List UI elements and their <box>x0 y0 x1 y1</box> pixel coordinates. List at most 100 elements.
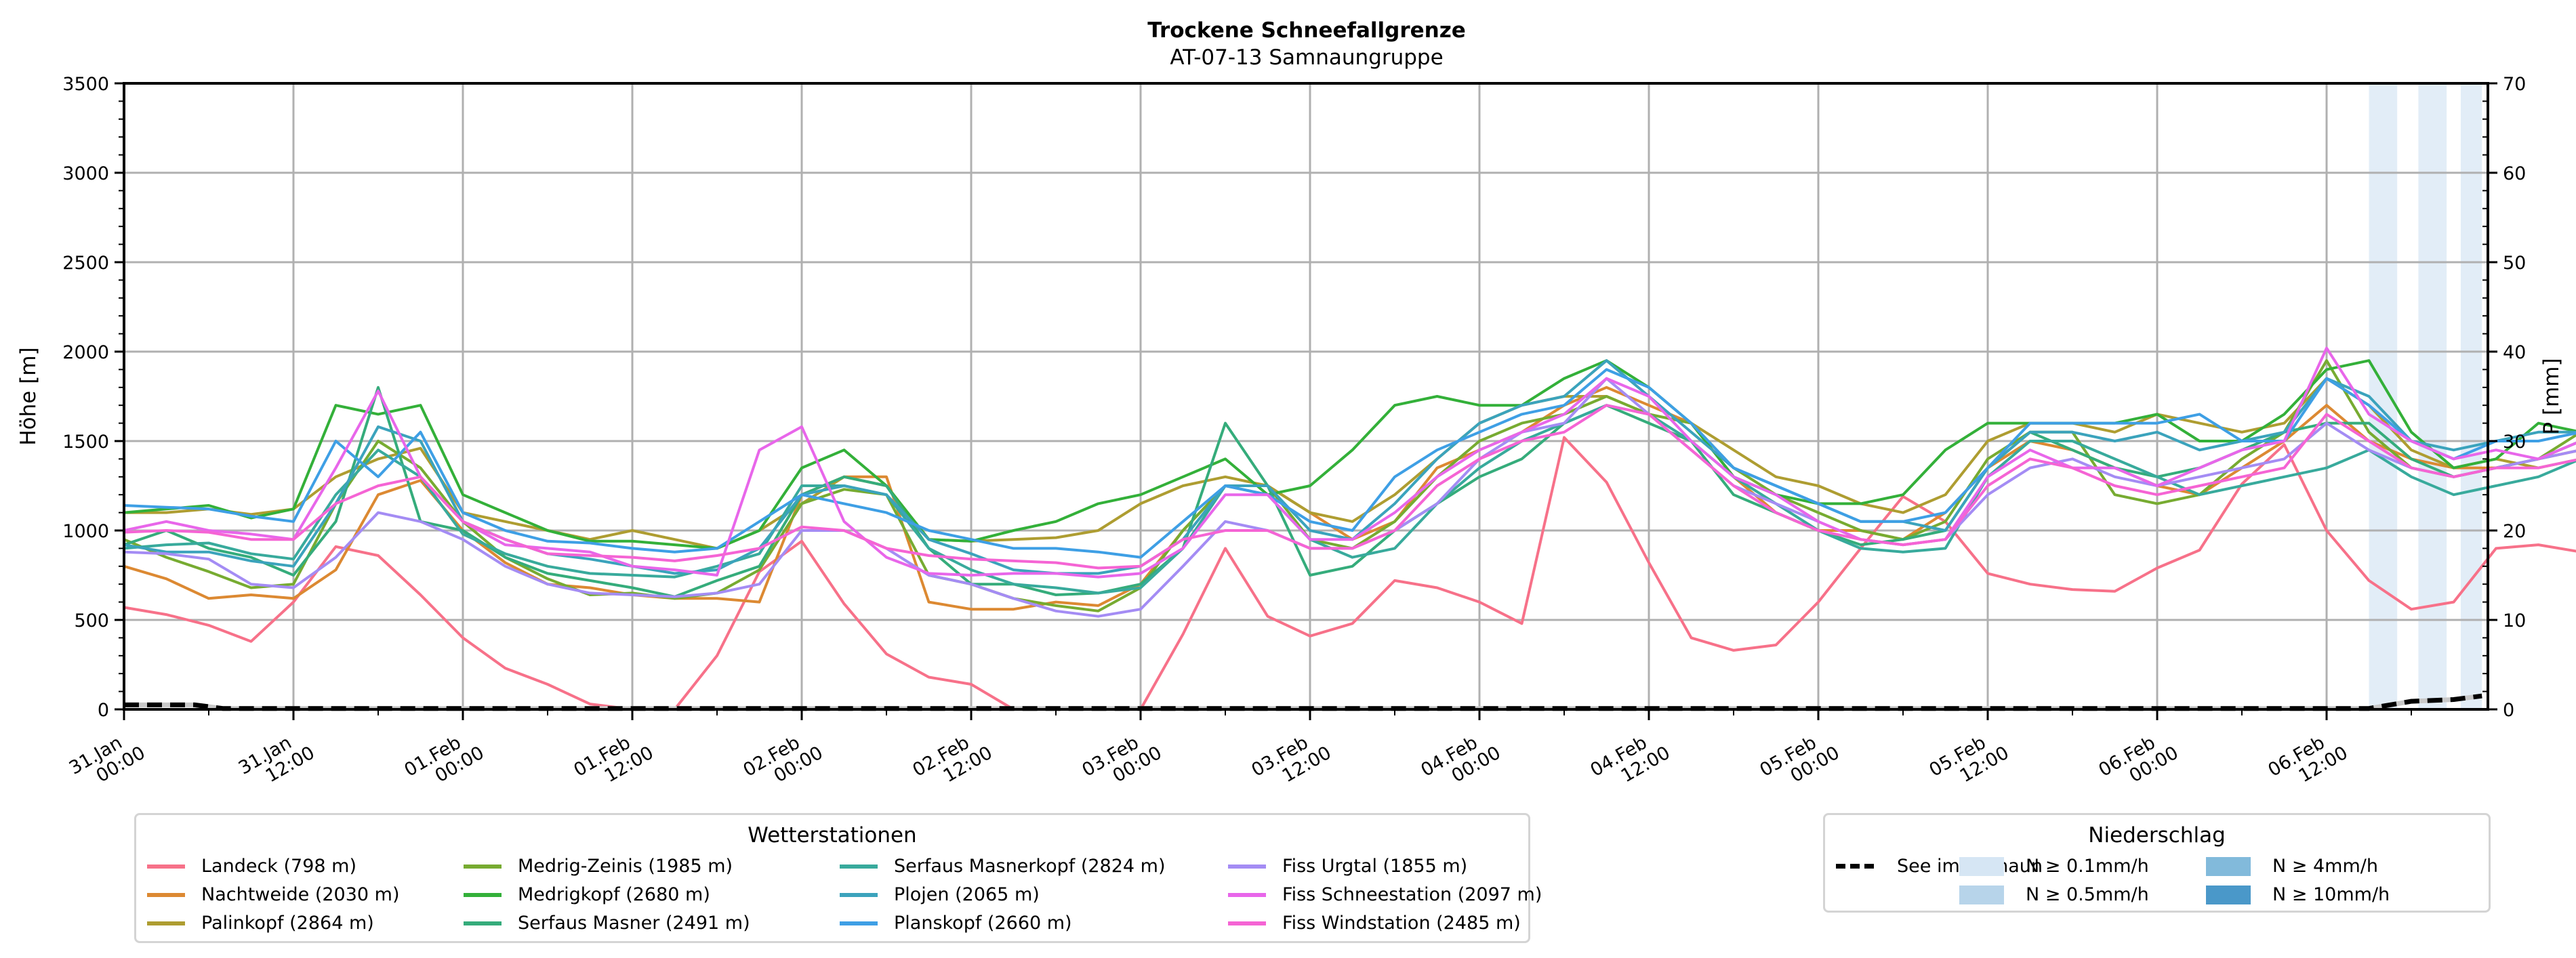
series-line <box>123 359 2576 612</box>
level-swatch <box>1959 856 2004 876</box>
legend-item-station: Fiss Windstation (2485 m) <box>1228 913 1521 934</box>
line-swatch <box>1228 892 1266 897</box>
y-right-tick-label: 60 <box>2503 163 2526 184</box>
legend-label: Serfaus Masnerkopf (2824 m) <box>894 856 1166 877</box>
line-swatch <box>147 921 185 925</box>
line-swatch <box>1228 864 1266 869</box>
level-swatch <box>2206 885 2251 904</box>
dashed-line-swatch <box>1836 864 1874 869</box>
legend-label: Plojen (2065 m) <box>894 884 1040 905</box>
y-axis-left: 0 500 1000 1500 2000 2500 3000 3500 <box>62 74 124 721</box>
legend-label: Medrigkopf (2680 m) <box>518 884 710 905</box>
legend-label: Medrig-Zeinis (1985 m) <box>518 856 733 877</box>
y-tick-label: 3000 <box>62 163 109 184</box>
y-right-tick-label: 10 <box>2503 610 2526 631</box>
legend-item-station: Landeck (798 m) <box>147 856 356 877</box>
legend-label: Planskopf (2660 m) <box>894 913 1072 934</box>
line-swatch <box>464 921 502 925</box>
series-line <box>123 404 2576 595</box>
y-tick-label: 500 <box>74 610 109 631</box>
y-tick-label: 3500 <box>62 74 109 95</box>
legend-precip-title: Niederschlag <box>2088 823 2226 848</box>
legend-stations-title: Wetterstationen <box>748 823 917 848</box>
y-right-tick-label: 70 <box>2503 74 2526 95</box>
series-line <box>123 386 2576 598</box>
gridlines <box>123 82 2488 711</box>
legend-precip: Niederschlag See im Paznaun N ≥ 0.1mm/h … <box>1823 813 2491 913</box>
precip-band <box>2369 83 2398 709</box>
y-right-tick-label: 20 <box>2503 521 2526 542</box>
y-tick-label: 0 <box>98 700 109 721</box>
legend-label: Serfaus Masner (2491 m) <box>518 913 750 934</box>
y-right-tick-label: 50 <box>2503 253 2526 274</box>
plot-frame <box>123 82 2489 711</box>
series-line <box>123 359 2576 550</box>
y-tick-label: 1500 <box>62 432 109 453</box>
legend-label: Fiss Urgtal (1855 m) <box>1282 856 1468 877</box>
precip-band <box>2460 83 2482 709</box>
legend-item-station: Medrig-Zeinis (1985 m) <box>464 856 733 877</box>
legend-item-level-3: N ≥ 10mm/h <box>2206 884 2390 905</box>
line-swatch <box>464 892 502 897</box>
series-line <box>123 404 2576 570</box>
y-right-tick-label: 0 <box>2503 700 2514 721</box>
legend-item-station: Medrigkopf (2680 m) <box>464 884 710 905</box>
line-swatch <box>840 892 878 897</box>
station-series <box>123 346 2576 711</box>
line-swatch <box>1228 921 1266 925</box>
legend-label: N ≥ 4mm/h <box>2272 856 2378 877</box>
legend-item-station: Palinkopf (2864 m) <box>147 913 374 934</box>
legend-label: N ≥ 0.5mm/h <box>2026 884 2149 905</box>
legend-label: Fiss Schneestation (2097 m) <box>1282 884 1542 905</box>
legend-label: Nachtweide (2030 m) <box>201 884 400 905</box>
y-tick-label: 2500 <box>62 253 109 274</box>
axes <box>123 82 2489 711</box>
y-tick-label: 1000 <box>62 521 109 542</box>
legend-item-level-1: N ≥ 0.5mm/h <box>1959 884 2149 905</box>
legend-label: Landeck (798 m) <box>201 856 356 877</box>
level-swatch <box>2206 856 2251 876</box>
level-swatch <box>1959 885 2004 904</box>
y-right-tick-label: 30 <box>2503 432 2526 453</box>
legend-item-station: Fiss Urgtal (1855 m) <box>1228 856 1467 877</box>
line-swatch <box>840 921 878 925</box>
series-line <box>123 359 2576 575</box>
precip-bands <box>2369 83 2482 709</box>
legend-item-level-2: N ≥ 4mm/h <box>2206 856 2378 877</box>
y-right-tick-label: 40 <box>2503 342 2526 363</box>
y-tick-label: 2000 <box>62 342 109 363</box>
series-line <box>123 436 2576 711</box>
legend-item-station: Serfaus Masner (2491 m) <box>464 913 750 934</box>
legend-label: Fiss Windstation (2485 m) <box>1282 913 1521 934</box>
y-axis-right-label: P [mm] <box>2539 358 2564 434</box>
legend-label: N ≥ 0.1mm/h <box>2026 856 2149 877</box>
precip-band <box>2418 83 2447 709</box>
legend-item-station: Planskopf (2660 m) <box>840 913 1072 934</box>
line-swatch <box>840 864 878 869</box>
legend-item-station: Nachtweide (2030 m) <box>147 884 399 905</box>
line-swatch <box>464 864 502 869</box>
y-axis-label: Höhe [m] <box>16 347 41 445</box>
legend-stations: Wetterstationen Landeck (798 m) Nachtweid… <box>134 813 1542 943</box>
legend-item-station: Plojen (2065 m) <box>840 884 1040 905</box>
chart-title: Trockene Schneefallgrenze <box>1147 18 1466 43</box>
chart-subtitle: AT-07-13 Samnaungruppe <box>1170 45 1443 70</box>
legend-item-station: Serfaus Masnerkopf (2824 m) <box>840 856 1165 877</box>
series-line <box>123 377 2576 618</box>
y-axis-right: 0 10 20 30 40 50 60 70 <box>2482 74 2526 721</box>
legend-label: Palinkopf (2864 m) <box>201 913 374 934</box>
